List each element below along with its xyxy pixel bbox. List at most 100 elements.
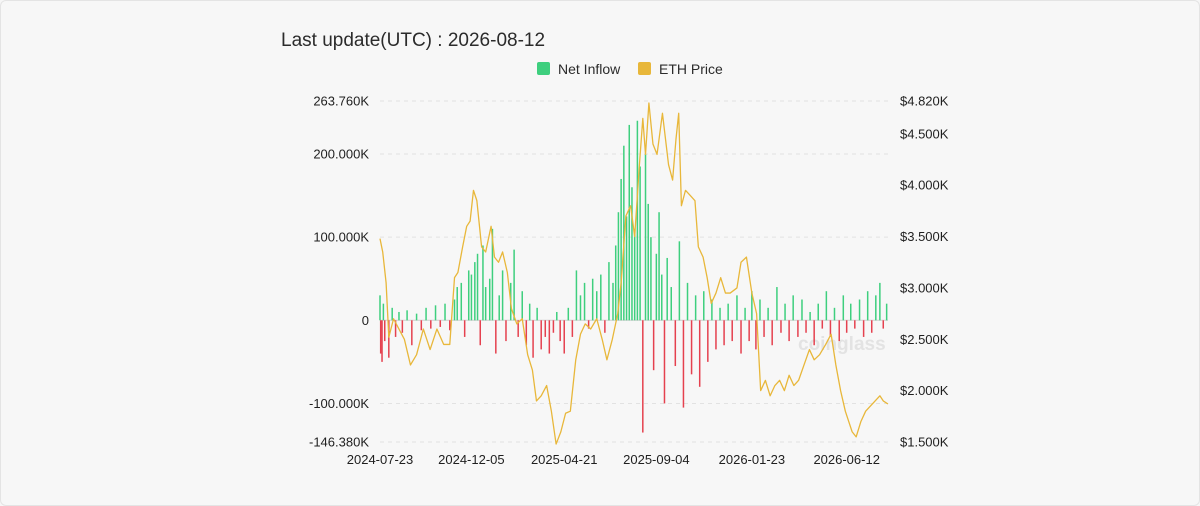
y-left-tick-label: -146.380K xyxy=(309,435,369,450)
net-inflow-bar xyxy=(575,270,578,321)
net-inflow-bar xyxy=(776,287,778,321)
net-inflow-bar xyxy=(875,295,877,321)
net-inflow-bar xyxy=(411,320,413,346)
net-inflow-bar xyxy=(612,282,614,321)
net-inflow-bar xyxy=(532,320,534,358)
net-inflow-bar xyxy=(382,303,385,321)
net-inflow-bar xyxy=(495,320,497,354)
net-inflow-bar xyxy=(484,287,487,321)
legend-item[interactable]: ETH Price xyxy=(638,61,723,77)
net-inflow-bar xyxy=(591,278,594,321)
net-inflow-bar xyxy=(829,320,832,337)
x-tick-label: 2026-01-23 xyxy=(719,452,786,467)
net-inflow-bar xyxy=(620,178,622,321)
net-inflow-bar xyxy=(707,320,709,362)
net-inflow-bar xyxy=(439,320,442,327)
net-inflow-bar xyxy=(536,307,538,321)
net-inflow-bar xyxy=(449,320,451,331)
net-inflow-bar xyxy=(845,320,848,333)
legend: Net Inflow ETH Price xyxy=(537,61,723,77)
net-inflow-bar xyxy=(617,212,620,321)
net-inflow-bar xyxy=(678,241,681,321)
net-inflow-bar xyxy=(670,287,672,321)
net-inflow-bar xyxy=(661,274,663,321)
net-inflow-bar xyxy=(474,262,476,321)
net-inflow-bar xyxy=(658,212,660,321)
net-inflow-bar xyxy=(517,320,519,337)
net-inflow-bar xyxy=(879,282,881,321)
net-inflow-bar xyxy=(759,299,761,321)
net-inflow-bar xyxy=(379,295,381,321)
net-inflow-bar xyxy=(817,303,819,321)
net-inflow-bar xyxy=(463,320,466,337)
net-inflow-bar xyxy=(639,166,641,321)
net-inflow-bar xyxy=(579,295,582,321)
y-right-tick-label: $2.000K xyxy=(900,383,949,398)
net-inflow-bar xyxy=(636,120,639,321)
net-inflow-bar xyxy=(491,228,494,321)
net-inflow-bar xyxy=(434,305,437,321)
y-left-tick-label: 200.000K xyxy=(313,147,369,162)
net-inflow-bar xyxy=(850,303,852,321)
net-inflow-bar xyxy=(870,320,873,333)
page-title: Last update(UTC) : 2026-08-12 xyxy=(281,30,546,51)
net-inflow-bar xyxy=(381,320,383,362)
net-inflow-bar xyxy=(391,307,393,321)
net-inflow-bar xyxy=(548,320,551,354)
net-inflow-bar xyxy=(784,303,786,321)
net-inflow-bar xyxy=(663,320,666,404)
net-inflow-bar xyxy=(805,320,807,333)
net-inflow-bar xyxy=(608,262,610,321)
net-inflow-bar xyxy=(456,287,458,321)
net-inflow-bar xyxy=(604,320,606,333)
net-inflow-bar xyxy=(401,320,404,333)
net-inflow-bar xyxy=(394,320,397,337)
net-inflow-bar xyxy=(544,320,547,337)
net-inflow-bar xyxy=(528,303,531,321)
net-inflow-bar xyxy=(525,320,528,346)
net-inflow-bar xyxy=(540,320,542,350)
net-inflow-bar xyxy=(801,299,803,321)
y-right-tick-label: $3.500K xyxy=(900,229,949,244)
net-inflow-bar xyxy=(513,249,515,321)
net-inflow-bar xyxy=(652,320,655,371)
net-inflow-bar xyxy=(583,282,586,321)
net-inflow-bar xyxy=(744,307,746,321)
net-inflow-bar xyxy=(552,320,555,333)
net-inflow-bar xyxy=(813,320,815,346)
net-inflow-bar xyxy=(727,303,729,321)
net-inflow-bar xyxy=(703,291,705,321)
net-inflow-bar xyxy=(600,274,602,321)
x-tick-label: 2024-12-05 xyxy=(438,452,505,467)
net-inflow-bar xyxy=(596,291,598,321)
net-inflow-bar xyxy=(470,274,473,321)
net-inflow-bar xyxy=(521,291,523,321)
net-inflow-bar xyxy=(559,320,561,342)
net-inflow-bar xyxy=(825,291,828,321)
net-inflow-bar xyxy=(388,320,390,358)
net-inflow-bar xyxy=(751,291,753,321)
net-inflow-bar xyxy=(731,320,733,342)
net-inflow-bar xyxy=(398,311,400,321)
net-inflow-bar xyxy=(788,320,790,342)
legend-swatch xyxy=(638,62,651,75)
net-inflow-bar xyxy=(379,320,382,354)
net-inflow-bar xyxy=(755,320,757,350)
net-inflow-bar xyxy=(628,124,631,321)
net-inflow-bar xyxy=(479,320,481,346)
net-inflow-bars xyxy=(379,120,888,433)
net-inflow-bar xyxy=(444,303,446,321)
net-inflow-bar xyxy=(767,307,769,321)
y-right-tick-label: $4.000K xyxy=(900,178,949,193)
net-inflow-bar xyxy=(505,320,507,342)
net-inflow-bar xyxy=(642,320,644,433)
net-inflow-bar xyxy=(571,320,574,337)
legend-item[interactable]: Net Inflow xyxy=(537,61,621,77)
net-inflow-bar xyxy=(862,320,865,337)
net-inflow-bar xyxy=(425,307,427,321)
net-inflow-bar xyxy=(792,295,794,321)
net-inflow-bar xyxy=(797,320,799,337)
net-inflow-bar xyxy=(674,320,677,367)
